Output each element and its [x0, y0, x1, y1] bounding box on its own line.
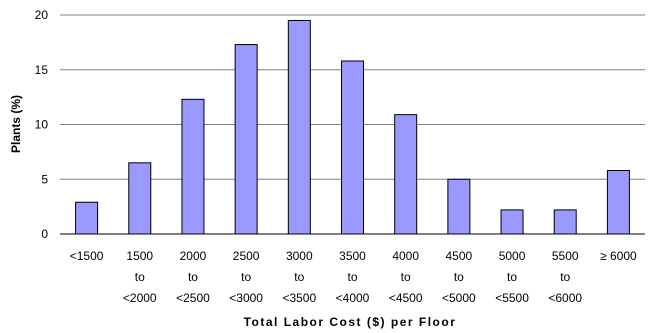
bar	[606, 169, 630, 235]
x-tick-label-line: 5500	[552, 249, 579, 263]
y-tick-label: 10	[35, 118, 49, 132]
bar	[234, 44, 258, 235]
x-tick-label: 3000 to <3500	[282, 249, 316, 305]
bar	[500, 209, 524, 235]
x-tick-label-line: 5000	[499, 249, 526, 263]
x-tick-label-line: to	[135, 270, 145, 284]
x-tick-label: <1500	[70, 249, 104, 263]
x-tick-label: 2500 to <3000	[229, 249, 263, 305]
y-tick-label: 15	[35, 63, 49, 77]
bar	[553, 209, 577, 235]
x-tick-label-line: 3000	[286, 249, 313, 263]
x-tick-label-line: <2500	[176, 291, 210, 305]
x-tick-label: 3500 to <4000	[336, 249, 370, 305]
x-tick-label-line: <5500	[495, 291, 529, 305]
bar	[181, 98, 205, 235]
y-tick-label: 20	[35, 8, 49, 22]
x-tick-label-line: <3000	[229, 291, 263, 305]
y-tick-label: 5	[41, 172, 48, 186]
x-tick-label-line: <5000	[442, 291, 476, 305]
x-axis-ticks: <1500 1500 to <2000 2000 to <2500 2500 to <3000 30…	[70, 249, 637, 305]
x-tick-label-line: to	[347, 270, 357, 284]
x-tick-label-line: to	[454, 270, 464, 284]
x-tick-label: 5500 to <6000	[548, 249, 582, 305]
x-tick-label-line: to	[560, 270, 570, 284]
y-axis-ticks: 0 5 10 15 20	[35, 8, 49, 241]
bar	[447, 178, 471, 235]
x-tick-label-line: to	[401, 270, 411, 284]
bar	[75, 201, 99, 235]
x-tick-label-line: 1500	[126, 249, 153, 263]
x-tick-label-line: to	[188, 270, 198, 284]
x-tick-label-line: ≥ 6000	[600, 249, 637, 263]
x-tick-label-line: 3500	[339, 249, 366, 263]
x-axis-title: Total Labor Cost ($) per Floor	[244, 315, 457, 329]
x-tick-label-line: to	[507, 270, 517, 284]
x-tick-label-line: 4500	[446, 249, 473, 263]
x-tick-label: ≥ 6000	[600, 249, 637, 263]
x-tick-label: 1500 to <2000	[123, 249, 157, 305]
x-tick-label-line: <6000	[548, 291, 582, 305]
x-tick-label-line: <4500	[389, 291, 423, 305]
x-tick-label-line: to	[294, 270, 304, 284]
x-tick-label-line: <1500	[70, 249, 104, 263]
bar	[128, 162, 152, 235]
x-tick-label-line: <3500	[282, 291, 316, 305]
x-tick-label: 5000 to <5500	[495, 249, 529, 305]
x-tick-label: 4500 to <5000	[442, 249, 476, 305]
x-tick-label-line: 2000	[180, 249, 207, 263]
bar	[341, 60, 364, 235]
x-tick-label: 2000 to <2500	[176, 249, 210, 305]
y-axis-title: Plants (%)	[9, 95, 23, 153]
x-tick-label-line: <2000	[123, 291, 157, 305]
x-tick-label-line: 4000	[392, 249, 419, 263]
x-tick-label: 4000 to <4500	[389, 249, 423, 305]
bar-series	[75, 19, 630, 235]
x-tick-label-line: <4000	[336, 291, 370, 305]
y-tick-label: 0	[41, 227, 48, 241]
x-tick-label-line: to	[241, 270, 251, 284]
bar	[394, 114, 418, 235]
x-tick-label-line: 2500	[233, 249, 260, 263]
bar	[287, 19, 311, 235]
